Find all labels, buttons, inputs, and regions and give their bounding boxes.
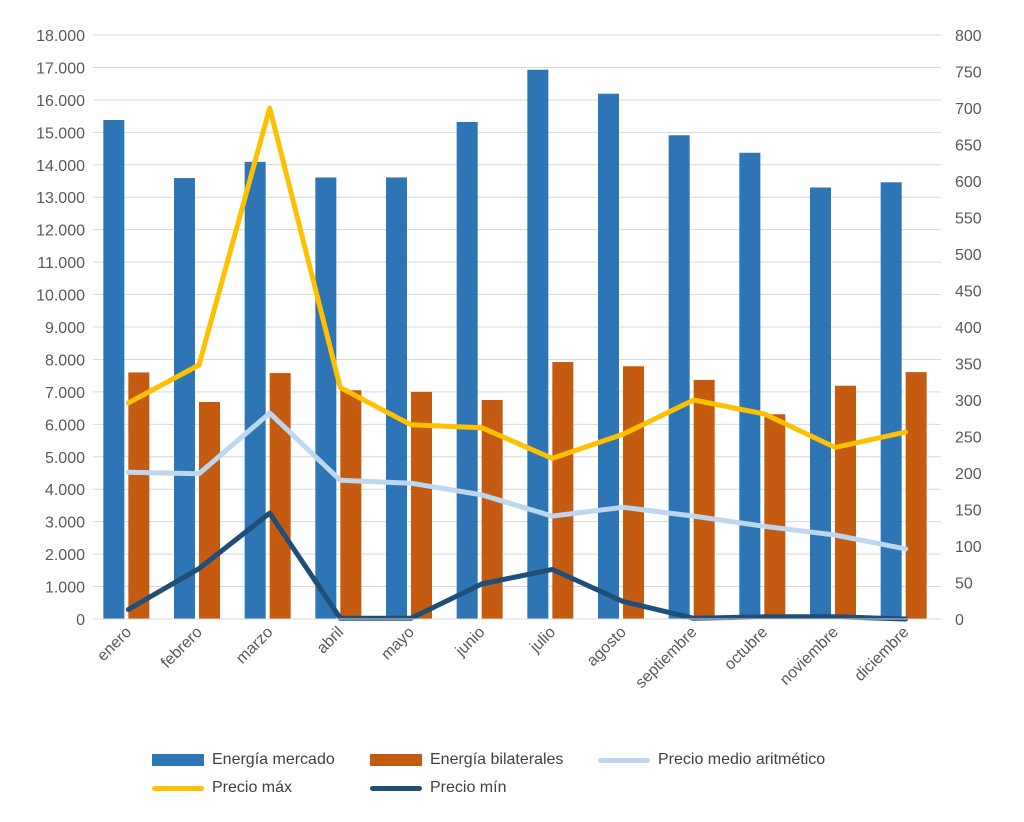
y-right-tick-label: 600: [955, 174, 982, 191]
x-tick-label: agosto: [584, 624, 630, 670]
y-left-tick-label: 12.000: [36, 223, 85, 240]
y-right-tick-label: 800: [955, 28, 982, 45]
y-left-tick-label: 1.000: [45, 580, 85, 597]
bar: [386, 177, 407, 620]
y-right-tick-label: 50: [955, 576, 973, 593]
bar: [411, 391, 432, 619]
series-line: [125, 510, 909, 622]
y-left-tick-label: 17.000: [36, 60, 85, 77]
y-right-tick-label: 500: [955, 247, 982, 264]
x-tick-label: diciembre: [851, 624, 912, 685]
y-left-tick-label: 9.000: [45, 320, 85, 337]
legend-swatch: [152, 785, 204, 791]
bar: [128, 372, 150, 619]
bar: [481, 400, 503, 619]
y-left-tick-label: 11.000: [37, 255, 85, 272]
bar: [810, 187, 831, 619]
x-tick-label: marzo: [233, 624, 277, 668]
bar: [764, 414, 786, 619]
y-left-tick-label: 14.000: [36, 158, 85, 175]
x-tick-label: septiembre: [633, 624, 701, 692]
legend-label: Precio medio aritmético: [658, 751, 826, 768]
y-left-tick-label: 15.000: [36, 125, 85, 142]
y-left-tick-label: 16.000: [36, 93, 85, 110]
bar: [244, 161, 266, 619]
bar: [269, 373, 291, 619]
y-left-tick-label: 3.000: [45, 515, 85, 532]
bar: [835, 385, 856, 619]
y-left-tick-label: 8.000: [45, 352, 85, 369]
y-right-tick-label: 250: [955, 430, 982, 447]
bar: [340, 390, 362, 619]
x-tick-label: febrero: [158, 624, 206, 672]
y-left-tick-label: 18.000: [36, 28, 85, 45]
bar: [668, 135, 690, 619]
legend-swatch: [370, 785, 422, 791]
y-right-tick-label: 300: [955, 393, 982, 410]
combo-chart: 0 1.000 2.000 3.000 4.000 5.000 6.000 7.000 8.00…: [36, 28, 982, 692]
y-right-tick-label: 400: [955, 320, 982, 337]
bar: [552, 362, 574, 619]
bar: [527, 69, 549, 619]
legend-item-precio-medio: Precio medio aritmético: [598, 749, 825, 771]
y-left-tick-label: 6.000: [45, 417, 85, 434]
bar: [174, 178, 195, 619]
bar: [199, 401, 220, 619]
series-line: [125, 105, 909, 461]
y-left-tick-label: 13.000: [36, 190, 85, 207]
bar: [739, 152, 761, 620]
y-right-tick-label: 650: [955, 138, 982, 155]
y-left-tick-label: 0: [76, 612, 85, 629]
legend-label: Energía mercado: [212, 751, 335, 768]
bar: [880, 182, 902, 619]
legend-item-energia-mercado: Energía mercado: [152, 749, 335, 771]
y-left-tick-label: 5.000: [45, 450, 85, 467]
y-left-tick-label: 4.000: [45, 482, 85, 499]
bars: [103, 69, 927, 620]
legend-swatch: [370, 754, 422, 766]
bar: [905, 372, 927, 619]
x-tick-label: abril: [314, 624, 347, 657]
series-line: [125, 410, 909, 552]
legend-item-energia-bilaterales: Energía bilaterales: [370, 749, 563, 771]
x-tick-label: noviembre: [777, 624, 842, 689]
y-left-tick-label: 2.000: [45, 547, 85, 564]
bar: [598, 93, 619, 620]
legend-label: Energía bilaterales: [430, 751, 564, 768]
lines: [125, 105, 909, 622]
y-right-tick-label: 0: [955, 612, 964, 629]
x-tick-label: junio: [452, 624, 489, 661]
legend-swatch: [598, 757, 650, 763]
bar: [693, 379, 715, 619]
bar: [456, 121, 478, 619]
y-right-tick-label: 200: [955, 466, 982, 483]
y-right-tick-label: 550: [955, 211, 982, 228]
y-right-tick-label: 100: [955, 539, 982, 556]
y-left-tick-label: 7.000: [45, 385, 85, 402]
x-tick-label: enero: [94, 624, 135, 665]
y-right-tick-label: 150: [955, 503, 982, 520]
y-right-tick-label: 350: [955, 357, 982, 374]
legend-item-precio-min: Precio mín: [370, 777, 506, 799]
bar: [315, 177, 337, 620]
x-tick-label: julio: [526, 624, 559, 657]
bar: [103, 120, 125, 619]
y-left-tick-label: 10.000: [36, 288, 85, 305]
y-right-tick-label: 450: [955, 284, 982, 301]
x-tick-label: mayo: [378, 624, 418, 664]
legend-label: Precio mín: [430, 779, 507, 796]
legend-label: Precio máx: [212, 779, 293, 796]
y-right-tick-label: 700: [955, 101, 982, 118]
bar: [623, 366, 644, 619]
y-right-tick-label: 750: [955, 65, 982, 82]
x-tick-label: octubre: [721, 624, 771, 674]
legend-item-precio-max: Precio máx: [152, 777, 292, 799]
legend-swatch: [152, 754, 204, 766]
legend: Energía mercado Energía bilaterales Prec…: [0, 740, 1024, 810]
